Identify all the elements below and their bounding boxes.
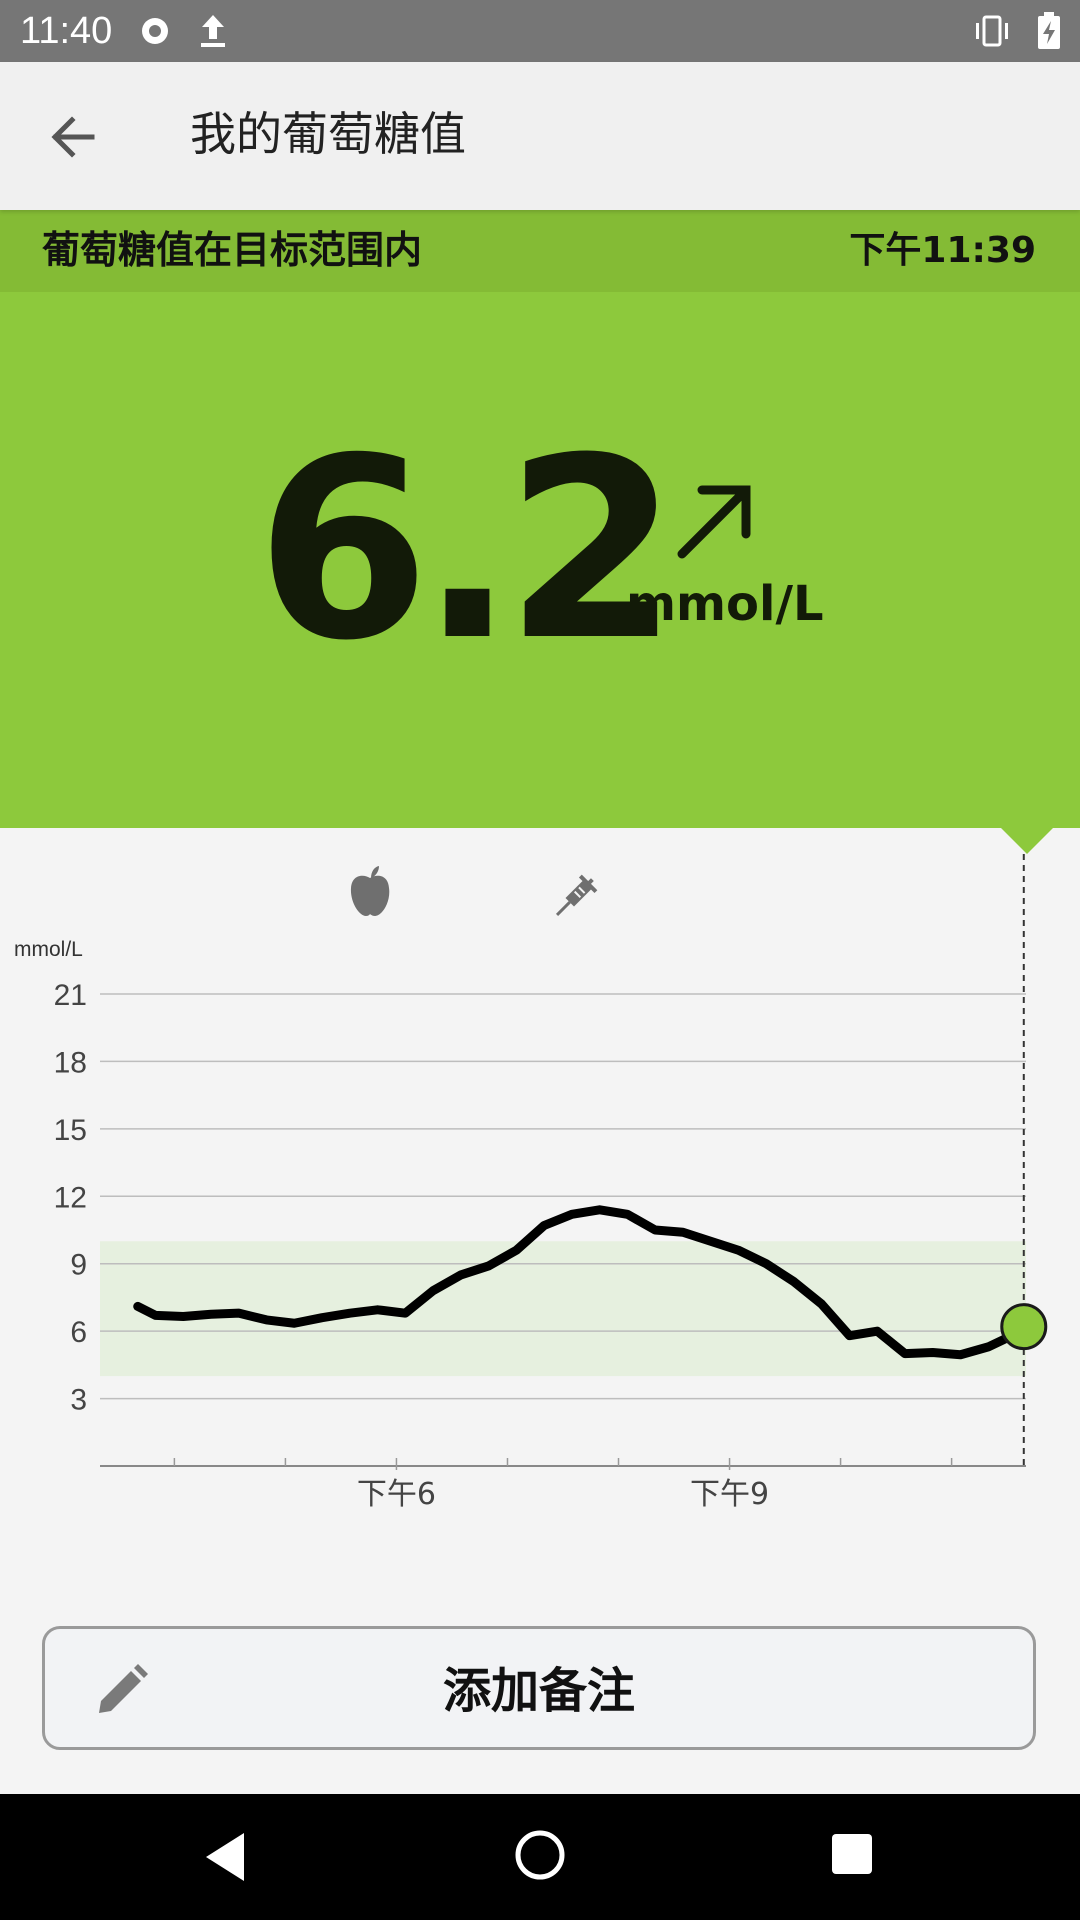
- y-tick-label: 6: [70, 1316, 87, 1349]
- arrow-left-icon: [51, 116, 95, 158]
- y-tick-label: 12: [54, 1181, 87, 1214]
- y-tick-label: 3: [70, 1384, 87, 1417]
- reading-time: 下午11:39: [849, 230, 1036, 271]
- y-axis-unit-label: mmol/L: [14, 938, 83, 961]
- y-tick-label: 15: [54, 1114, 87, 1147]
- status-time: 11:40: [20, 10, 113, 52]
- glucose-chart[interactable]: mmol/L 3 6 9 12 15 18 21 下午6 下午9: [0, 828, 1080, 1528]
- range-status-strip: 葡萄糖值在目标范围内 下午11:39: [0, 210, 1080, 292]
- status-bar: 11:40: [0, 0, 1080, 62]
- battery-charging-icon: [1034, 11, 1064, 55]
- home-circle-icon[interactable]: [512, 1827, 568, 1887]
- system-nav-bar: [0, 1794, 1080, 1920]
- y-tick-label: 21: [54, 979, 87, 1012]
- glucose-line: [133, 1205, 1029, 1360]
- range-status-text: 葡萄糖值在目标范围内: [42, 228, 423, 272]
- y-tick-label: 9: [70, 1249, 87, 1282]
- add-note-button[interactable]: 添加备注: [42, 1626, 1036, 1750]
- y-tick-label: 18: [54, 1046, 87, 1079]
- pencil-icon: [95, 1663, 149, 1721]
- reading-panel: 6.2 mmol/L: [0, 292, 1080, 828]
- apple-icon[interactable]: [346, 864, 394, 924]
- current-reading-point: [1000, 1303, 1048, 1351]
- app-bar: 我的葡萄糖值: [0, 62, 1080, 210]
- vibrate-icon: [972, 11, 1012, 55]
- glucose-value: 6.2: [256, 404, 679, 695]
- upload-icon: [196, 11, 230, 55]
- add-note-label: 添加备注: [442, 1663, 635, 1719]
- record-icon: [138, 11, 172, 55]
- glucose-unit: mmol/L: [626, 576, 824, 632]
- back-triangle-icon[interactable]: [200, 1829, 250, 1889]
- x-tick-label: 下午6: [357, 1477, 436, 1512]
- recents-square-icon[interactable]: [830, 1832, 874, 1880]
- back-button[interactable]: [38, 102, 108, 172]
- x-tick-label: 下午9: [690, 1477, 769, 1512]
- current-time-pointer: [1001, 828, 1053, 854]
- syringe-icon[interactable]: [548, 872, 600, 928]
- arrow-up-right-icon: [674, 478, 758, 566]
- chart-plot: mmol/L 3 6 9 12 15 18 21 下午6 下午9: [14, 854, 1048, 1512]
- page-title: 我的葡萄糖值: [190, 107, 466, 161]
